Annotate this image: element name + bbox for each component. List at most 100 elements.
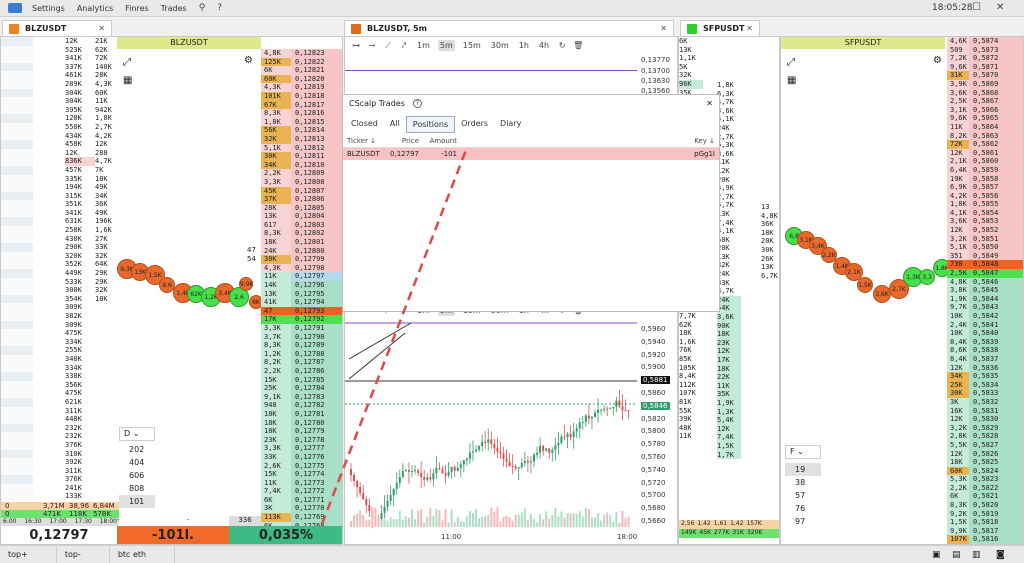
dom-price[interactable]: 0,5830 xyxy=(969,415,1023,424)
bid-price[interactable]: 0,12795 xyxy=(291,289,342,299)
tf-1h[interactable]: 1h xyxy=(518,41,529,50)
dom-price[interactable]: 0,5849 xyxy=(969,251,1023,261)
dom-price-column[interactable]: 0,5874 0,5873 0,5872 0,5871 0,5870 0,5869 0,58… xyxy=(969,37,1023,544)
dom-price[interactable]: 0,5852 xyxy=(969,226,1023,235)
dom-price[interactable]: 0,5848 xyxy=(969,260,1023,270)
ask-price[interactable]: 0,12821 xyxy=(291,66,342,75)
dom-price[interactable]: 0,5839 xyxy=(969,337,1023,347)
help-icon[interactable]: ? xyxy=(217,3,223,13)
bid-price[interactable]: 0,12772 xyxy=(291,487,342,496)
close-icon[interactable]: ✕ xyxy=(746,24,753,33)
dom-price[interactable]: 0,5858 xyxy=(969,174,1023,184)
line-tool-icon[interactable]: ⊶ xyxy=(352,41,360,50)
dom-price[interactable]: 0,5841 xyxy=(969,320,1023,330)
ask-price[interactable]: 0,12809 xyxy=(291,169,342,178)
dom-price[interactable]: 0,5860 xyxy=(969,157,1023,166)
tab-right-sfpusdt[interactable]: SFPUSDT ✕ xyxy=(680,20,760,36)
dom-price[interactable]: 0,5844 xyxy=(969,294,1023,304)
close-icon[interactable]: ✕ xyxy=(996,2,1005,13)
dom-price[interactable]: 0,5818 xyxy=(969,518,1023,527)
ray-tool-icon[interactable]: ⟋ xyxy=(385,40,391,50)
dom-price[interactable]: 0,5822 xyxy=(969,483,1023,493)
workspace-tab-top-plus[interactable]: top+ xyxy=(0,545,57,563)
bid-price[interactable]: 0,12787 xyxy=(291,358,342,367)
bid-price[interactable]: 0,12777 xyxy=(291,444,342,453)
ask-price[interactable]: 0,12803 xyxy=(291,220,342,230)
dom-price[interactable]: 0,5832 xyxy=(969,397,1023,407)
dom-price[interactable]: 0,5851 xyxy=(969,234,1023,244)
dom-price[interactable]: 0,5837 xyxy=(969,354,1023,364)
tab-orders[interactable]: Orders xyxy=(461,119,489,128)
screenshot-icon[interactable]: ▤ xyxy=(952,549,961,560)
dom-price[interactable]: 0,5856 xyxy=(969,191,1023,201)
bid-price[interactable]: 0,12789 xyxy=(291,341,342,350)
dom-price[interactable]: 0,5833 xyxy=(969,389,1023,398)
ask-price[interactable]: 0,12817 xyxy=(291,100,342,110)
bid-price[interactable]: 0,12781 xyxy=(291,409,342,419)
dom-price[interactable]: 0,5826 xyxy=(969,449,1023,459)
ask-price[interactable]: 0,12806 xyxy=(291,195,342,204)
dom-price[interactable]: 0,5831 xyxy=(969,406,1023,416)
tf-15m[interactable]: 15m xyxy=(462,41,481,50)
gear-icon[interactable]: ⚙ xyxy=(933,55,942,66)
dom-price[interactable]: 0,5869 xyxy=(969,79,1023,89)
dom-price[interactable]: 0,5835 xyxy=(969,372,1023,381)
ask-price[interactable]: 0,12802 xyxy=(291,229,342,239)
bid-price[interactable]: 0,12794 xyxy=(291,298,342,307)
ask-price[interactable]: 0,12815 xyxy=(291,117,342,127)
bid-price[interactable]: 0,12779 xyxy=(291,427,342,436)
tab-positions[interactable]: Positions xyxy=(405,116,456,133)
camera-icon[interactable]: ◙ xyxy=(996,549,1005,560)
ask-price[interactable]: 0,12804 xyxy=(291,212,342,221)
dom-price[interactable]: 0,5820 xyxy=(969,501,1023,510)
workspace-tab-btc-eth[interactable]: btc eth xyxy=(110,545,176,563)
ask-price[interactable]: 0,12798 xyxy=(291,263,342,273)
segment-tool-icon[interactable]: ⊸ xyxy=(368,41,376,50)
help-icon[interactable]: ? xyxy=(412,99,422,108)
dom-price[interactable]: 0,5872 xyxy=(969,54,1023,63)
dom-price[interactable]: 0,5853 xyxy=(969,217,1023,227)
ask-price[interactable]: 0,12820 xyxy=(291,74,342,84)
dom-price[interactable]: 0,5874 xyxy=(969,37,1023,46)
depth-option[interactable]: 57 xyxy=(795,491,806,500)
tf-1m[interactable]: 1m xyxy=(417,41,430,50)
dom-price[interactable]: 0,5824 xyxy=(969,466,1023,476)
layout-icon[interactable]: ▣ xyxy=(932,549,941,560)
bid-price[interactable]: 0,12797 xyxy=(291,272,342,282)
bid-price[interactable]: 0,12776 xyxy=(291,452,342,462)
dom-price[interactable]: 0,5855 xyxy=(969,200,1023,209)
tf-4h[interactable]: 4h xyxy=(538,41,550,50)
dom-price[interactable]: 0,5827 xyxy=(969,440,1023,450)
depth-option[interactable]: 606 xyxy=(129,471,145,480)
depth-option[interactable]: 38 xyxy=(795,478,806,487)
depth-option-selected[interactable]: 19 xyxy=(785,463,821,476)
dom-price[interactable]: 0,5821 xyxy=(969,492,1023,502)
ask-price[interactable]: 0,12801 xyxy=(291,238,342,247)
dom-price[interactable]: 0,5836 xyxy=(969,363,1023,373)
ask-price[interactable]: 0,12814 xyxy=(291,126,342,135)
chart-icon[interactable]: ⤢ xyxy=(787,57,795,68)
ask-price[interactable]: 0,12807 xyxy=(291,186,342,196)
depth-options[interactable]: 19 38 57 76 97 xyxy=(785,463,821,528)
menu-finres[interactable]: Finres xyxy=(125,3,149,13)
trend-tool-icon[interactable]: ⤤ xyxy=(401,40,407,50)
col-price[interactable]: Price xyxy=(401,137,419,145)
col-amount[interactable]: Amount xyxy=(429,137,457,145)
dom-price[interactable]: 0,5854 xyxy=(969,208,1023,218)
tab-diary[interactable]: Diary xyxy=(500,119,522,128)
depth-option[interactable]: 76 xyxy=(795,504,806,513)
dom-price[interactable]: 0,5850 xyxy=(969,243,1023,252)
dom-price[interactable]: 0,5870 xyxy=(969,71,1023,80)
bid-price[interactable]: 0,12775 xyxy=(291,461,342,471)
ask-price[interactable]: 0,12812 xyxy=(291,143,342,153)
ask-price[interactable]: 0,12810 xyxy=(291,160,342,170)
tab-all[interactable]: All xyxy=(389,119,400,128)
bid-price[interactable]: 0,12796 xyxy=(291,281,342,290)
chart-icon[interactable]: ⤢ xyxy=(123,57,131,68)
bid-price[interactable]: 0,12768 xyxy=(291,521,342,531)
ask-price[interactable]: 0,12822 xyxy=(291,57,342,67)
dashed-trend-line[interactable] xyxy=(320,149,468,525)
dom-price[interactable]: 0,5863 xyxy=(969,131,1023,141)
depth-options[interactable]: 202 404 606 808 101 xyxy=(119,443,155,508)
close-icon[interactable]: ✕ xyxy=(706,99,713,108)
